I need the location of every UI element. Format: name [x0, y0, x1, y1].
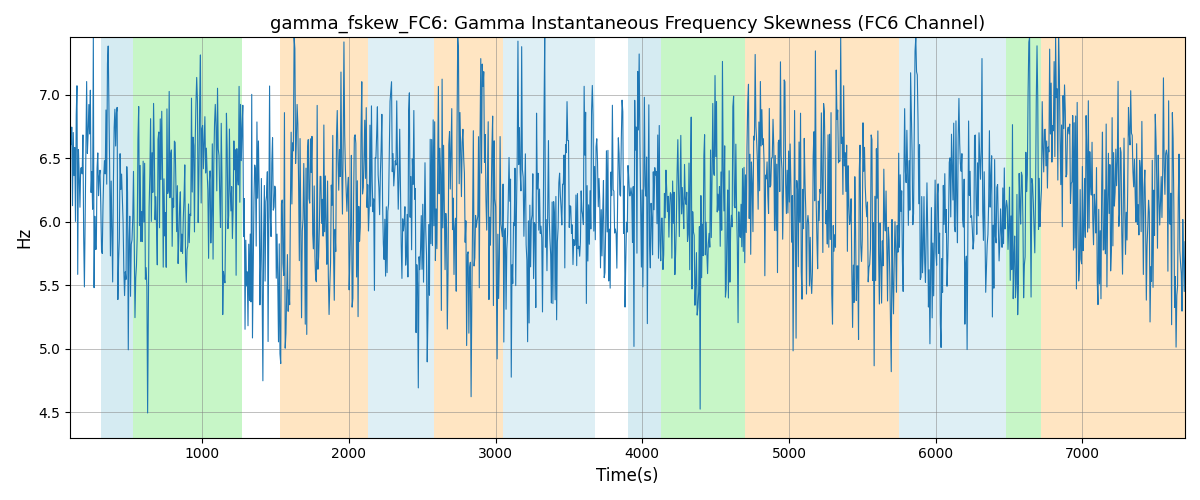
Bar [434, 38, 503, 438]
Bar [628, 38, 661, 438]
Bar [133, 38, 242, 438]
Bar [280, 38, 368, 438]
Bar [1006, 38, 1042, 438]
X-axis label: Time(s): Time(s) [596, 467, 659, 485]
Bar [101, 38, 133, 438]
Bar [503, 38, 595, 438]
Bar [1042, 38, 1184, 438]
Bar [899, 38, 1006, 438]
Bar [661, 38, 745, 438]
Bar [745, 38, 899, 438]
Y-axis label: Hz: Hz [16, 227, 34, 248]
Title: gamma_fskew_FC6: Gamma Instantaneous Frequency Skewness (FC6 Channel): gamma_fskew_FC6: Gamma Instantaneous Fre… [270, 15, 985, 34]
Bar [368, 38, 434, 438]
